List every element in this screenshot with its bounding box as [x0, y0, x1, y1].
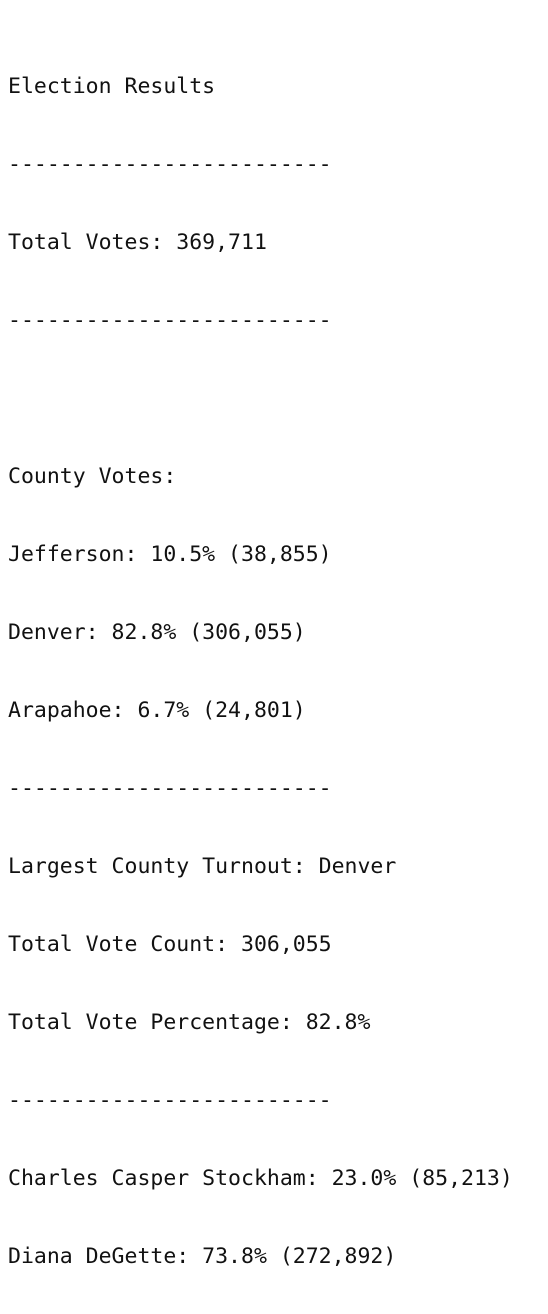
candidate-line-stockham: Charles Casper Stockham: 23.0% (85,213) [8, 1166, 513, 1191]
candidate-line-degette: Diana DeGette: 73.8% (272,892) [8, 1244, 397, 1269]
total-votes-line: Total Votes: 369,711 [8, 230, 267, 255]
divider: ------------------------- [8, 152, 332, 177]
results-title: Election Results [8, 74, 216, 99]
county-line-jefferson: Jefferson: 10.5% (38,855) [8, 542, 332, 567]
terminal-output: Election Results -----------------------… [8, 22, 513, 1314]
largest-county-turnout-line: Largest County Turnout: Denver [8, 854, 397, 879]
divider: ------------------------- [8, 776, 332, 801]
largest-county-vote-count-line: Total Vote Count: 306,055 [8, 932, 332, 957]
largest-county-vote-percentage-line: Total Vote Percentage: 82.8% [8, 1010, 371, 1035]
blank-line [8, 386, 513, 412]
county-line-denver: Denver: 82.8% (306,055) [8, 620, 306, 645]
county-votes-heading: County Votes: [8, 464, 177, 489]
divider: ------------------------- [8, 308, 332, 333]
divider: ------------------------- [8, 1088, 332, 1113]
county-line-arapahoe: Arapahoe: 6.7% (24,801) [8, 698, 306, 723]
